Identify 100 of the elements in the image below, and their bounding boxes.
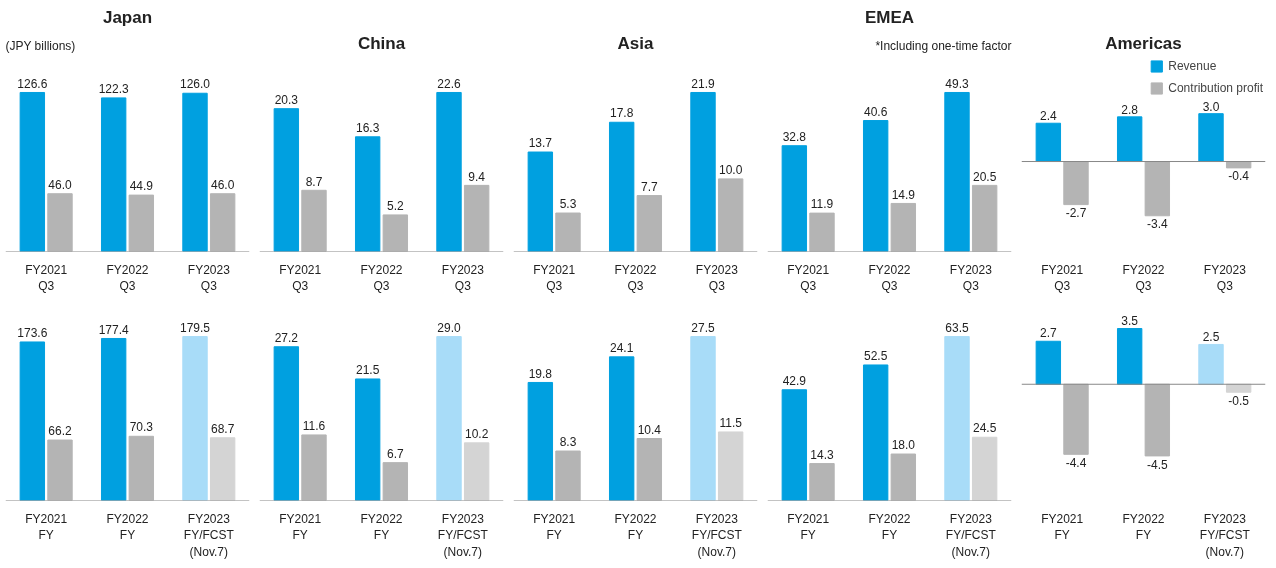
bar — [463, 442, 490, 501]
data-label: 20.5 — [972, 169, 997, 184]
data-label: 17.8 — [610, 106, 634, 121]
data-label: 63.5 — [945, 320, 970, 335]
bar — [47, 439, 73, 501]
x-tick-label: FY2021 Q3 — [1041, 262, 1084, 294]
data-label: 122.3 — [98, 82, 130, 97]
data-label: 11.5 — [719, 416, 743, 431]
bar — [717, 431, 744, 501]
bar — [890, 202, 917, 252]
chart-title: China — [357, 33, 406, 53]
data-label: 46.0 — [48, 177, 72, 192]
bar — [555, 450, 581, 501]
x-tick-label: FY2021 Q3 — [279, 262, 322, 294]
data-label: -3.4 — [1146, 216, 1168, 231]
data-label: 16.3 — [356, 121, 380, 136]
data-label: 8.3 — [559, 435, 577, 450]
data-label: 8.7 — [305, 174, 323, 189]
data-label: -2.7 — [1065, 205, 1087, 220]
x-tick-label: FY2021 Q3 — [533, 262, 576, 294]
x-tick-label: FY2023 FY/FCST (Nov.7) — [691, 511, 743, 560]
data-label: 46.0 — [210, 177, 235, 192]
bar — [1144, 161, 1171, 217]
bar — [1116, 328, 1143, 385]
bar — [1144, 383, 1171, 457]
chart-title: EMEA — [864, 7, 915, 27]
bar — [209, 193, 236, 252]
data-label: 6.7 — [386, 446, 404, 461]
data-label: 66.2 — [48, 424, 72, 439]
bar — [527, 151, 554, 252]
chart-title: Americas — [1105, 33, 1182, 53]
data-label: 2.5 — [1202, 329, 1220, 344]
data-label: 7.7 — [640, 179, 658, 194]
data-label: 10.4 — [637, 422, 662, 437]
text: (JPY billions) — [5, 38, 76, 53]
data-label: 21.5 — [356, 363, 380, 378]
data-label: 29.0 — [437, 320, 462, 335]
legend-label: Contribution profit — [1168, 81, 1263, 95]
legend-label: Revenue — [1168, 59, 1217, 73]
bar — [781, 389, 808, 501]
data-label: 18.0 — [891, 438, 916, 453]
x-tick-label: FY2021 Q3 — [25, 262, 68, 294]
bar — [862, 364, 889, 501]
x-tick-label: FY2022 Q3 — [106, 262, 149, 294]
data-label: -4.5 — [1146, 457, 1168, 472]
bar — [1063, 161, 1089, 206]
x-tick-label: FY2022 Q3 — [360, 262, 403, 294]
bar — [809, 212, 835, 252]
data-label: 2.4 — [1040, 109, 1058, 124]
bar — [1035, 122, 1062, 163]
data-label: 10.2 — [464, 426, 489, 441]
data-label: 3.0 — [1202, 99, 1220, 114]
data-label: -0.5 — [1228, 394, 1250, 409]
bar — [19, 341, 46, 501]
x-tick-label: FY2023 FY/FCST (Nov.7) — [945, 511, 997, 560]
x-tick-label: FY2022 FY — [614, 511, 657, 543]
data-label: 24.1 — [610, 340, 634, 355]
x-tick-label: FY2023 Q3 — [187, 262, 231, 294]
data-label: 2.7 — [1040, 326, 1058, 341]
x-tick-label: FY2022 FY — [868, 511, 911, 543]
data-label: 52.5 — [864, 349, 888, 364]
bar — [100, 97, 127, 252]
bar — [1116, 116, 1143, 163]
bar — [47, 193, 73, 252]
bar — [1063, 383, 1089, 455]
text: *Including one-time factor — [875, 38, 1012, 53]
data-label: 126.0 — [179, 77, 211, 92]
data-label: 32.8 — [782, 129, 807, 144]
x-tick-label: FY2023 Q3 — [1203, 262, 1247, 294]
x-tick-label: FY2022 Q3 — [614, 262, 657, 294]
bar — [436, 91, 462, 252]
chart-title: Asia — [617, 33, 654, 53]
data-label: 10.0 — [718, 163, 743, 178]
bar — [862, 120, 889, 252]
data-label: 21.9 — [691, 76, 716, 91]
bar — [301, 434, 327, 501]
bar — [608, 121, 635, 252]
x-tick-label: FY2021 FY — [279, 511, 322, 543]
bar — [1035, 340, 1062, 385]
bar — [944, 336, 970, 501]
x-tick-label: FY2023 FY/FCST (Nov.7) — [1199, 511, 1251, 560]
bar — [354, 136, 381, 252]
bar — [527, 381, 554, 501]
data-label: 27.5 — [691, 320, 716, 335]
data-label: 9.4 — [468, 169, 486, 184]
bar — [717, 178, 744, 252]
bar — [636, 195, 663, 252]
bar — [890, 453, 917, 501]
bar — [1198, 343, 1224, 385]
data-label: 24.5 — [972, 421, 997, 436]
data-label: 19.8 — [528, 366, 553, 381]
x-tick-label: FY2021 Q3 — [787, 262, 830, 294]
x-tick-label: FY2022 FY — [360, 511, 403, 543]
x-tick-label: FY2023 Q3 — [441, 262, 485, 294]
data-label: 42.9 — [782, 373, 807, 388]
data-label: 68.7 — [210, 421, 235, 436]
data-label: 14.9 — [891, 187, 916, 202]
chart-title: Japan — [102, 7, 153, 27]
x-tick-label: FY2023 FY/FCST (Nov.7) — [437, 511, 489, 560]
bar — [463, 184, 490, 252]
